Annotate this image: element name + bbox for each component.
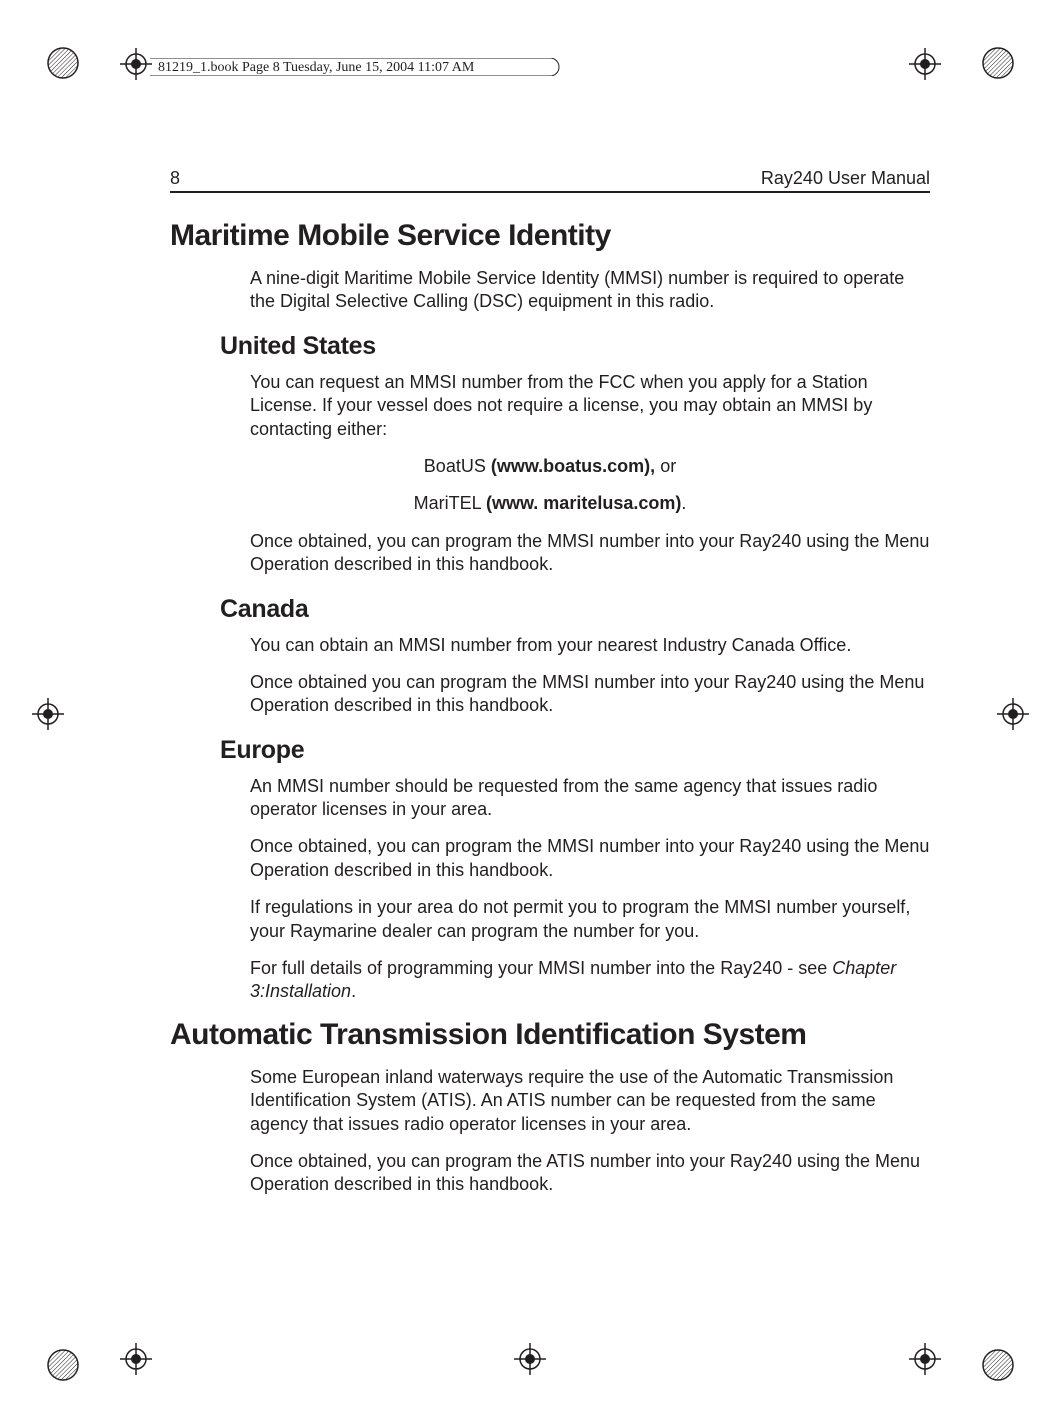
heading-united-states: United States: [220, 332, 930, 361]
reg-mark-top-left: [120, 48, 152, 85]
corner-mark-bottom-left: [46, 1348, 80, 1382]
reg-mark-bottom-center: [514, 1343, 546, 1380]
reg-mark-right: [997, 698, 1029, 735]
p-eu-1: An MMSI number should be requested from …: [250, 775, 930, 822]
p-us-maritel-post: .: [681, 493, 686, 513]
doc-title: Ray240 User Manual: [761, 168, 930, 189]
p-us-2: Once obtained, you can program the MMSI …: [250, 530, 930, 577]
corner-mark-top-left: [46, 46, 80, 80]
heading-atis: Automatic Transmission Identification Sy…: [170, 1018, 930, 1052]
heading-europe: Europe: [220, 736, 930, 765]
p-eu-2: Once obtained, you can program the MMSI …: [250, 835, 930, 882]
reg-mark-bottom-left: [120, 1343, 152, 1380]
p-mmsi-intro: A nine-digit Maritime Mobile Service Ide…: [250, 267, 930, 314]
p-eu-4: For full details of programming your MMS…: [250, 957, 930, 1004]
p-atis-1: Some European inland waterways require t…: [250, 1066, 930, 1136]
p-us-boatus: BoatUS (www.boatus.com), or: [170, 455, 930, 478]
p-ca-2: Once obtained you can program the MMSI n…: [250, 671, 930, 718]
p-us-boatus-pre: BoatUS: [424, 456, 491, 476]
page-number: 8: [170, 168, 180, 189]
corner-mark-top-right: [981, 46, 1015, 80]
p-us-maritel-bold: (www. maritelusa.com): [486, 493, 681, 513]
corner-mark-bottom-right: [981, 1348, 1015, 1382]
p-eu-3: If regulations in your area do not permi…: [250, 896, 930, 943]
p-atis-2: Once obtained, you can program the ATIS …: [250, 1150, 930, 1197]
reg-mark-left: [32, 698, 64, 735]
running-header: 81219_1.book Page 8 Tuesday, June 15, 20…: [158, 60, 474, 76]
p-eu-4-pre: For full details of programming your MMS…: [250, 958, 832, 978]
page-header: 8 Ray240 User Manual: [170, 168, 930, 193]
p-us-boatus-post: or: [655, 456, 676, 476]
reg-mark-bottom-right: [909, 1343, 941, 1380]
p-us-boatus-bold: (www.boatus.com),: [491, 456, 655, 476]
p-eu-4-post: .: [351, 981, 356, 1001]
heading-mmsi: Maritime Mobile Service Identity: [170, 219, 930, 253]
p-us-maritel: MariTEL (www. maritelusa.com).: [170, 492, 930, 515]
p-ca-1: You can obtain an MMSI number from your …: [250, 634, 930, 657]
reg-mark-top-right: [909, 48, 941, 85]
p-us-1: You can request an MMSI number from the …: [250, 371, 930, 441]
p-us-maritel-pre: MariTEL: [414, 493, 486, 513]
page-content: 8 Ray240 User Manual Maritime Mobile Ser…: [170, 168, 930, 1211]
heading-canada: Canada: [220, 595, 930, 624]
